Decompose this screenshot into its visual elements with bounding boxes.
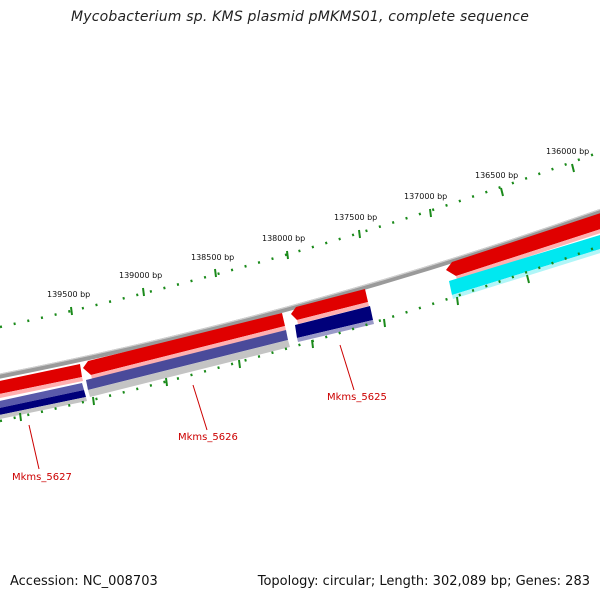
tick-major — [19, 412, 22, 422]
cds-feature-5626[interactable] — [83, 313, 285, 375]
gene-track — [0, 232, 600, 419]
tick-major — [70, 306, 73, 316]
cds-feature-right[interactable] — [446, 210, 600, 276]
tick-major — [142, 287, 145, 297]
topology-label: Topology: circular; Length: 302,089 bp; … — [257, 574, 590, 589]
gene-label-mkms-5625[interactable]: Mkms_5625 — [327, 392, 387, 403]
gene-label-mkms-5626[interactable]: Mkms_5626 — [178, 432, 238, 443]
tick-major — [165, 377, 168, 387]
tick-major — [286, 250, 289, 260]
scale-label-139500: 139500 bp — [47, 290, 90, 299]
tick-major — [571, 163, 575, 173]
tick-major — [456, 296, 459, 306]
tick-major — [429, 208, 432, 218]
gene-feature-5625-shade — [297, 320, 374, 342]
map-title: Mycobacterium sp. KMS plasmid pMKMS01, c… — [70, 9, 530, 25]
cds-feature-right-shade — [456, 229, 600, 280]
tick-major — [238, 359, 241, 369]
tick-major — [92, 396, 95, 406]
gene-feature-5626-shade — [88, 340, 290, 397]
gene-label-mkms-5627[interactable]: Mkms_5627 — [12, 472, 72, 483]
backbone-ring-highlight — [0, 208, 600, 375]
tick-marks-lower — [0, 244, 600, 423]
gene-feature-cyan-shade — [452, 249, 600, 299]
tick-major — [214, 268, 217, 278]
cds-track — [0, 210, 600, 398]
tick-major — [500, 187, 504, 197]
gene-feature-5627-slate[interactable] — [0, 383, 84, 410]
tick-major — [526, 274, 530, 284]
gene-feature-5625[interactable] — [295, 306, 373, 338]
scale-label-138000: 138000 bp — [262, 234, 305, 243]
cds-feature-5627-shade — [0, 377, 83, 398]
backbone-ring — [0, 208, 600, 379]
callout-line-5627 — [28, 424, 40, 470]
cds-feature-5625[interactable] — [291, 289, 368, 320]
scale-label-137000: 137000 bp — [404, 192, 447, 201]
callout-line-5625 — [339, 344, 355, 391]
scale-ring-lower — [0, 244, 600, 423]
scale-label-136000: 136000 bp — [546, 147, 589, 156]
tick-marks-upper — [0, 150, 600, 329]
accession-label: Accession: NC_008703 — [10, 574, 158, 589]
scale-label-138500: 138500 bp — [191, 253, 234, 262]
scale-label-136500: 136500 bp — [475, 171, 518, 180]
scale-label-137500: 137500 bp — [334, 213, 377, 222]
cds-feature-5626-shade — [91, 326, 286, 379]
tick-major — [311, 339, 314, 349]
cds-feature-5625-shade — [297, 302, 369, 324]
cds-feature-5627[interactable] — [0, 364, 82, 396]
tick-major — [358, 229, 361, 239]
gene-callouts: Mkms_5625 Mkms_5626 Mkms_5627 — [12, 344, 387, 483]
gene-feature-5627-shade — [0, 397, 87, 419]
gene-feature-cyan[interactable] — [449, 232, 600, 295]
gene-feature-5626[interactable] — [86, 330, 288, 390]
gene-feature-5627[interactable] — [0, 390, 86, 417]
scale-label-139000: 139000 bp — [119, 271, 162, 280]
scale-ring-upper: 136000 bp 136500 bp 137000 bp 137500 bp … — [0, 147, 600, 329]
callout-line-5626 — [192, 384, 208, 431]
tick-major — [383, 318, 386, 328]
